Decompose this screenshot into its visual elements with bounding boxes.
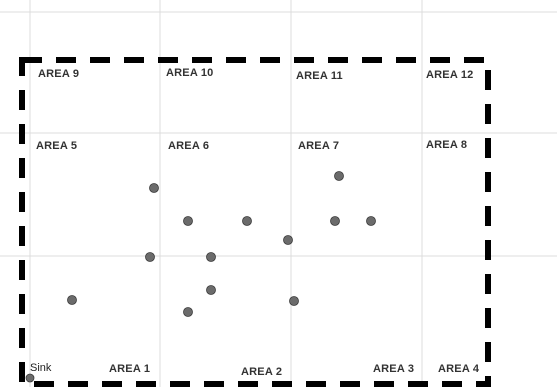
sensor-node: [366, 216, 376, 226]
area-label-7: AREA 7: [298, 140, 340, 152]
sensor-node-dot: [366, 216, 376, 226]
area-label-8: AREA 8: [426, 139, 468, 151]
area-label-10: AREA 10: [166, 67, 214, 79]
sensor-node-dot: [183, 307, 193, 317]
sensor-node: [330, 216, 340, 226]
sensor-node-dot: [145, 252, 155, 262]
area-label-11: AREA 11: [296, 70, 343, 82]
area-label-5: AREA 5: [36, 140, 78, 152]
area-label-4: AREA 4: [438, 363, 480, 375]
field-boundary: [19, 57, 491, 387]
sensor-nodes: [67, 171, 376, 317]
sensor-node-dot: [67, 295, 77, 305]
sensor-node: [206, 285, 216, 295]
sensor-node: [242, 216, 252, 226]
sensor-node-dot: [283, 235, 293, 245]
sensor-node-dot: [334, 171, 344, 181]
sensor-node: [283, 235, 293, 245]
sensor-node: [206, 252, 216, 262]
sensor-node: [334, 171, 344, 181]
sensor-node: [183, 216, 193, 226]
area-label-2: AREA 2: [241, 366, 283, 378]
area-label-9: AREA 9: [38, 68, 80, 80]
sensor-node: [67, 295, 77, 305]
sensor-node: [183, 307, 193, 317]
sensor-node-dot: [149, 183, 159, 193]
sensor-node-dot: [206, 285, 216, 295]
sink-label: Sink: [30, 362, 52, 374]
area-label-12: AREA 12: [426, 69, 474, 81]
area-label-1: AREA 1: [109, 363, 151, 375]
area-label-3: AREA 3: [373, 363, 415, 375]
sensor-node: [149, 183, 159, 193]
sensor-node: [145, 252, 155, 262]
sensor-node-dot: [183, 216, 193, 226]
area-label-6: AREA 6: [168, 140, 210, 152]
sensor-node-dot: [242, 216, 252, 226]
sensor-node-dot: [206, 252, 216, 262]
sink-node: [25, 373, 35, 383]
sensor-node: [289, 296, 299, 306]
sensor-node-dot: [330, 216, 340, 226]
sensor-node-dot: [289, 296, 299, 306]
